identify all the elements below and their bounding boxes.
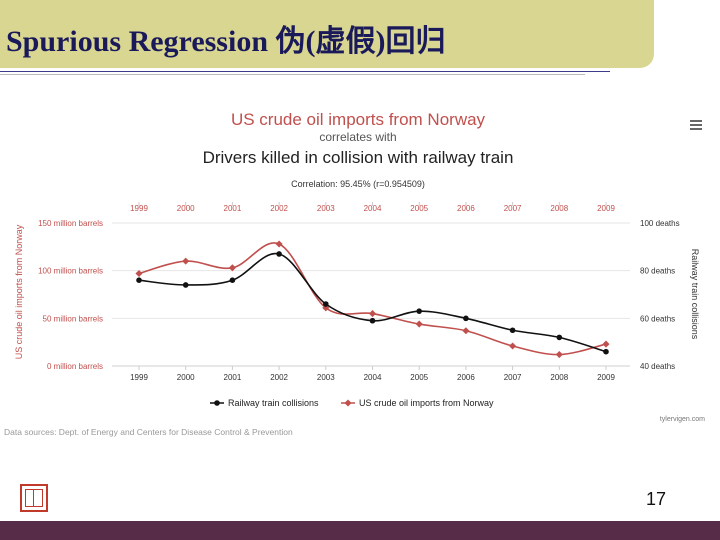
x-bottom-tick-label: 2002 bbox=[270, 373, 288, 382]
data-point-oil-imports[interactable] bbox=[415, 320, 423, 328]
series-points bbox=[135, 240, 610, 359]
x-top-tick-label: 1999 bbox=[130, 204, 148, 213]
x-bottom-tick-label: 2009 bbox=[597, 373, 615, 382]
data-point-railway[interactable] bbox=[369, 317, 376, 324]
y-left-tick-label: 100 million barrels bbox=[38, 267, 103, 276]
data-point-railway[interactable] bbox=[229, 277, 236, 283]
footer-band bbox=[0, 521, 720, 540]
x-bottom-tick-label: 2005 bbox=[410, 373, 428, 382]
data-point-railway[interactable] bbox=[182, 282, 189, 288]
legend: Railway train collisions US crude oil im… bbox=[210, 398, 494, 408]
data-point-oil-imports[interactable] bbox=[275, 240, 283, 248]
x-bottom-tick-label: 2007 bbox=[504, 373, 522, 382]
data-point-railway[interactable] bbox=[509, 327, 516, 334]
page-number: 17 bbox=[646, 489, 667, 509]
series-line-railway bbox=[138, 252, 607, 353]
x-bottom-tick-label: 2000 bbox=[177, 373, 195, 382]
data-point-railway[interactable] bbox=[556, 334, 563, 341]
y-right-tick-label: 40 deaths bbox=[640, 362, 675, 371]
tick-labels: 0 million barrels 50 million barrels 100 m… bbox=[38, 204, 680, 382]
chart-title: US crude oil imports from Norway bbox=[231, 110, 486, 129]
y-right-tick-label: 100 deaths bbox=[640, 219, 680, 228]
data-source: Data sources: Dept. of Energy and Center… bbox=[4, 427, 293, 437]
title-underline bbox=[0, 71, 610, 72]
x-bottom-tick-label: 2006 bbox=[457, 373, 475, 382]
series-lines bbox=[138, 242, 607, 356]
data-point-railway[interactable] bbox=[276, 251, 282, 257]
data-point-railway[interactable] bbox=[136, 277, 142, 283]
chart-subtitle: correlates with bbox=[319, 130, 396, 144]
grid bbox=[112, 202, 630, 370]
x-top-tick-label: 2006 bbox=[457, 204, 475, 213]
x-bottom-tick-label: 2004 bbox=[364, 373, 382, 382]
hamburger-menu-icon[interactable] bbox=[680, 119, 702, 135]
data-point-oil-imports[interactable] bbox=[555, 351, 563, 359]
data-point-railway[interactable] bbox=[323, 301, 329, 307]
chart-title-secondary: Drivers killed in collision with railway… bbox=[203, 148, 514, 167]
data-point-railway[interactable] bbox=[603, 348, 609, 355]
legend-item-railway[interactable]: Railway train collisions bbox=[210, 398, 319, 408]
title-band: Spurious Regression 伪(虚假)回归 bbox=[0, 0, 654, 68]
data-point-oil-imports[interactable] bbox=[182, 257, 190, 265]
data-point-oil-imports[interactable] bbox=[462, 327, 470, 335]
legend-label-railway: Railway train collisions bbox=[228, 398, 319, 408]
slide-title: Spurious Regression 伪(虚假)回归 bbox=[6, 25, 446, 58]
y-right-tick-label: 60 deaths bbox=[640, 314, 675, 323]
x-bottom-tick-label: 2001 bbox=[224, 373, 242, 382]
x-top-tick-label: 2008 bbox=[550, 204, 568, 213]
x-top-tick-label: 2002 bbox=[270, 204, 288, 213]
x-top-tick-label: 2000 bbox=[177, 204, 195, 213]
x-top-tick-label: 2005 bbox=[410, 204, 428, 213]
y-axis-right-label: Railway train collisions bbox=[690, 249, 700, 340]
y-left-tick-label: 150 million barrels bbox=[38, 219, 103, 228]
x-bottom-tick-label: 2008 bbox=[550, 373, 568, 382]
correlation-label: Correlation: 95.45% (r=0.954509) bbox=[291, 179, 425, 189]
y-left-tick-label: 0 million barrels bbox=[47, 362, 103, 371]
data-point-oil-imports[interactable] bbox=[602, 340, 610, 348]
title-underline-secondary bbox=[0, 74, 585, 75]
y-axis-left-label: US crude oil imports from Norway bbox=[14, 224, 24, 359]
x-top-tick-label: 2009 bbox=[597, 204, 615, 213]
legend-label-oil-imports: US crude oil imports from Norway bbox=[359, 398, 494, 408]
chart-container: US crude oil imports from Norway correla… bbox=[0, 96, 720, 446]
data-point-oil-imports[interactable] bbox=[228, 264, 236, 272]
y-right-tick-label: 80 deaths bbox=[640, 267, 675, 276]
university-seal-logo bbox=[20, 484, 48, 512]
x-top-tick-label: 2001 bbox=[224, 204, 242, 213]
watermark: tylervigen.com bbox=[660, 416, 705, 423]
x-top-tick-label: 2007 bbox=[504, 204, 522, 213]
data-point-railway[interactable] bbox=[463, 315, 469, 322]
data-point-oil-imports[interactable] bbox=[509, 342, 517, 350]
data-point-oil-imports[interactable] bbox=[368, 310, 377, 318]
x-top-tick-label: 2003 bbox=[317, 204, 335, 213]
y-left-tick-label: 50 million barrels bbox=[43, 314, 103, 323]
x-bottom-tick-label: 2003 bbox=[317, 373, 335, 382]
data-point-oil-imports[interactable] bbox=[135, 269, 143, 278]
data-point-railway[interactable] bbox=[416, 308, 423, 314]
x-bottom-tick-label: 1999 bbox=[130, 373, 148, 382]
legend-item-oil-imports[interactable]: US crude oil imports from Norway bbox=[341, 398, 494, 408]
series-line-oil-imports bbox=[138, 242, 607, 356]
x-top-tick-label: 2004 bbox=[364, 204, 382, 213]
chart: US crude oil imports from Norway correla… bbox=[4, 110, 705, 437]
